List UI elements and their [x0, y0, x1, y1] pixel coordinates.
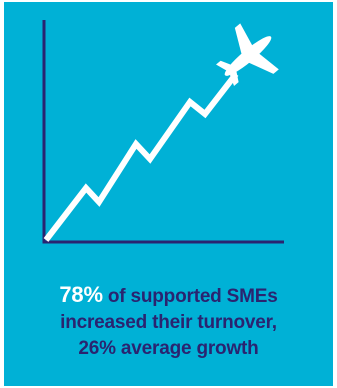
- airplane-icon: [216, 23, 279, 87]
- caption-line-2: increased their turnover,: [60, 312, 277, 333]
- stat-caption: 78% of supported SMEs increased their tu…: [4, 282, 333, 362]
- caption-line-3: 26% average growth: [78, 338, 259, 359]
- caption-line-1-text: of supported SMEs: [102, 286, 278, 307]
- infographic-card: 78% of supported SMEs increased their tu…: [4, 2, 333, 386]
- stat-highlight: 78%: [59, 282, 103, 307]
- caption-line-1: 78% of supported SMEs: [4, 282, 333, 310]
- growth-line-icon: [43, 72, 239, 242]
- chart-axes: [42, 20, 284, 244]
- growth-graphic: [42, 20, 284, 244]
